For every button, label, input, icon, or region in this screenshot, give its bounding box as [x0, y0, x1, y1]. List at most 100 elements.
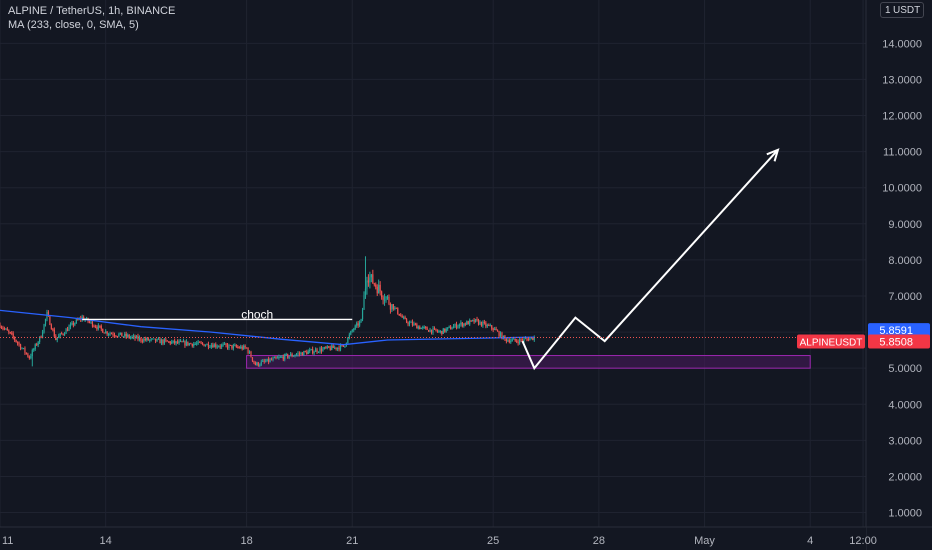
candle-body: [444, 328, 446, 332]
candle-body: [245, 347, 248, 349]
time-tick-label: 12:00: [849, 535, 877, 547]
candle-body: [284, 354, 286, 360]
candle-body: [300, 352, 302, 354]
candle-body: [30, 355, 32, 359]
candle-body: [254, 362, 256, 366]
candle-body: [466, 321, 468, 325]
candle-body: [154, 338, 157, 342]
candle-body: [309, 349, 311, 352]
candle-body: [96, 327, 98, 329]
candle-body: [153, 338, 155, 340]
candle-body: [212, 345, 214, 348]
candle-body: [386, 296, 389, 298]
candle-body: [83, 316, 85, 321]
candle-body: [410, 321, 412, 323]
candle-body: [257, 362, 259, 366]
candle-body: [11, 332, 13, 334]
candle-body: [520, 339, 522, 341]
candle-body: [146, 338, 148, 341]
candle-body: [175, 341, 177, 344]
candle-body: [49, 316, 51, 325]
candle-body: [455, 323, 458, 328]
price-tick-label: 11.0000: [883, 147, 922, 159]
candle-body: [138, 337, 141, 340]
candle-body: [470, 320, 472, 322]
candle-body: [216, 346, 218, 348]
candle-body: [435, 328, 437, 331]
candle-body: [204, 345, 207, 347]
symbol-badge: [797, 334, 865, 349]
candle-body: [215, 344, 217, 347]
demand-zone-layer: [246, 355, 811, 369]
candle-body: [53, 329, 55, 337]
candle-body: [272, 358, 274, 360]
candle-body: [433, 328, 436, 330]
candle-body: [185, 341, 188, 346]
candle-body: [276, 357, 279, 359]
candle-body: [69, 324, 72, 327]
candle-body: [221, 344, 223, 347]
candle-body: [483, 322, 485, 324]
candle-body: [514, 338, 516, 341]
candle-body: [463, 323, 465, 327]
candle-body: [350, 331, 352, 335]
candle-body: [125, 333, 127, 337]
candle-body: [438, 331, 440, 333]
candle-body: [74, 323, 76, 326]
candle-body: [445, 328, 447, 332]
candle-body: [270, 359, 273, 361]
candle-body: [72, 322, 74, 326]
candle-body: [507, 340, 509, 342]
candle-body: [121, 332, 123, 337]
candle-body: [379, 284, 381, 292]
candle-body: [110, 333, 113, 335]
candle-body: [62, 333, 64, 335]
price-axis[interactable]: 1.00002.00003.00004.00005.00006.00007.00…: [865, 0, 932, 550]
candle-body: [22, 348, 25, 350]
candle-body: [334, 347, 336, 349]
candle-body: [491, 325, 493, 329]
candle-body: [88, 321, 91, 323]
candle-body: [294, 355, 296, 357]
candle-body: [269, 359, 271, 362]
candle-body: [75, 319, 77, 324]
candle-body: [401, 315, 403, 318]
projection-arrowhead: [766, 148, 780, 162]
candle-body: [469, 320, 471, 325]
candle-body: [303, 351, 305, 356]
candle-body: [505, 338, 507, 342]
candle-body: [376, 286, 378, 294]
candle-body: [413, 323, 415, 326]
candle-body: [447, 327, 449, 329]
currency-unit-button[interactable]: 1 USDT: [880, 2, 924, 18]
candle-body: [496, 330, 499, 332]
projection-path: [521, 149, 779, 371]
candle-body: [392, 304, 394, 309]
candle-body: [231, 345, 233, 349]
candle-body: [419, 326, 421, 330]
candle-body: [122, 336, 124, 338]
candle-body: [370, 274, 372, 278]
candle-body: [127, 335, 129, 337]
candle-body: [237, 346, 239, 348]
candle-body: [116, 336, 119, 338]
candle-body: [21, 348, 23, 350]
candle-body: [163, 339, 165, 344]
candle-body: [313, 351, 315, 354]
candle-body: [452, 326, 455, 329]
candle-body: [432, 328, 434, 333]
candle-body: [460, 322, 462, 325]
candle-body: [182, 341, 185, 343]
indicator-legend[interactable]: MA (233, close, 0, SMA, 5): [8, 19, 139, 31]
candle-body: [389, 303, 392, 310]
candle-body: [247, 347, 249, 353]
candle-body: [474, 318, 477, 323]
candle-body: [225, 343, 227, 346]
candle-body: [31, 350, 33, 356]
candle-body: [297, 353, 299, 355]
candle-body: [256, 362, 258, 366]
candle-body: [417, 326, 419, 329]
time-axis[interactable]: 11 14 18 21 25 28 May 4 12:00: [0, 526, 932, 550]
candle-body: [39, 336, 41, 342]
